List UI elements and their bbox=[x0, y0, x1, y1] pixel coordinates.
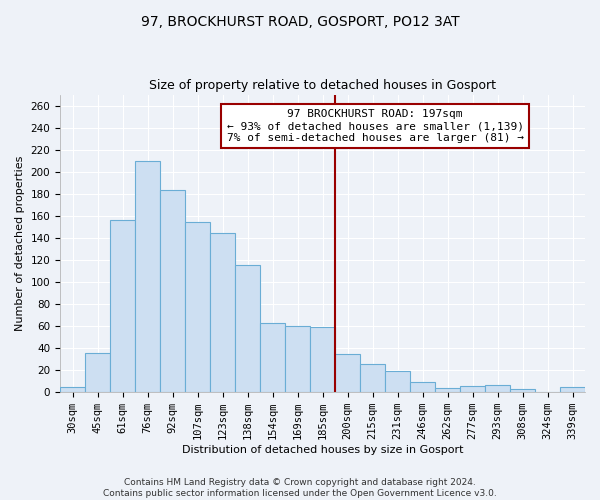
Title: Size of property relative to detached houses in Gosport: Size of property relative to detached ho… bbox=[149, 79, 496, 92]
Bar bbox=[60, 386, 85, 392]
Bar bbox=[135, 160, 160, 392]
Bar bbox=[335, 354, 360, 392]
Bar bbox=[110, 220, 135, 392]
Bar bbox=[310, 327, 335, 392]
Bar bbox=[435, 388, 460, 392]
Text: Contains HM Land Registry data © Crown copyright and database right 2024.
Contai: Contains HM Land Registry data © Crown c… bbox=[103, 478, 497, 498]
Text: 97 BROCKHURST ROAD: 197sqm
← 93% of detached houses are smaller (1,139)
7% of se: 97 BROCKHURST ROAD: 197sqm ← 93% of deta… bbox=[227, 110, 524, 142]
Bar bbox=[410, 382, 435, 392]
Bar bbox=[260, 323, 285, 392]
Bar bbox=[85, 352, 110, 392]
Bar bbox=[510, 389, 535, 392]
Bar bbox=[485, 384, 510, 392]
X-axis label: Distribution of detached houses by size in Gosport: Distribution of detached houses by size … bbox=[182, 445, 463, 455]
Bar bbox=[160, 190, 185, 392]
Bar bbox=[460, 386, 485, 392]
Text: 97, BROCKHURST ROAD, GOSPORT, PO12 3AT: 97, BROCKHURST ROAD, GOSPORT, PO12 3AT bbox=[140, 15, 460, 29]
Bar bbox=[385, 372, 410, 392]
Bar bbox=[235, 266, 260, 392]
Y-axis label: Number of detached properties: Number of detached properties bbox=[15, 156, 25, 331]
Bar bbox=[360, 364, 385, 392]
Bar bbox=[560, 386, 585, 392]
Bar bbox=[285, 326, 310, 392]
Bar bbox=[185, 222, 210, 392]
Bar bbox=[210, 234, 235, 392]
